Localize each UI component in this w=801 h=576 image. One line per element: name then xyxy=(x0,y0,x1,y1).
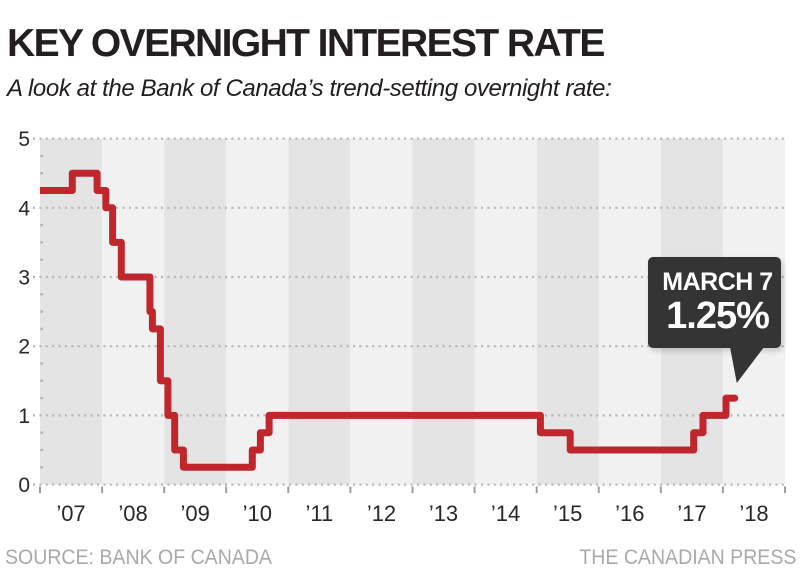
plot-band xyxy=(536,138,599,485)
page-subtitle: A look at the Bank of Canada’s trend-set… xyxy=(7,75,612,102)
minor-tick xyxy=(40,172,43,175)
x-axis-label: ’09 xyxy=(181,501,210,526)
minor-tick xyxy=(40,241,43,244)
y-axis-label: 0 xyxy=(18,474,30,497)
x-axis-label: ’12 xyxy=(367,501,396,526)
x-axis-label: ’07 xyxy=(56,501,85,526)
minor-tick xyxy=(40,448,43,452)
x-axis-label: ’10 xyxy=(243,501,272,526)
x-axis-label: ’08 xyxy=(118,501,147,526)
plot-band xyxy=(40,138,103,485)
minor-tick xyxy=(40,362,43,365)
callout-rate-value: 1.25% xyxy=(666,294,770,337)
page-title: KEY OVERNIGHT INTEREST RATE xyxy=(7,22,605,65)
minor-tick xyxy=(40,293,43,296)
x-axis-label: ’13 xyxy=(429,501,458,526)
plot-band xyxy=(226,138,289,485)
x-axis-label: ’18 xyxy=(739,501,768,526)
y-axis-label: 1 xyxy=(18,405,30,428)
footer-source: SOURCE: BANK OF CANADA xyxy=(5,546,272,569)
minor-tick xyxy=(40,431,43,434)
minor-tick xyxy=(40,258,43,261)
minor-tick xyxy=(40,396,43,400)
minor-tick xyxy=(40,379,43,382)
x-axis-label: ’15 xyxy=(553,501,582,526)
minor-tick xyxy=(40,466,43,469)
x-axis-label: ’11 xyxy=(306,501,334,526)
callout-date-label: MARCH 7 xyxy=(662,268,773,297)
minor-tick xyxy=(40,223,43,227)
minor-tick xyxy=(40,154,43,158)
x-axis-label: ’17 xyxy=(677,501,706,526)
y-axis-label: 2 xyxy=(18,336,30,359)
y-axis-label: 3 xyxy=(18,267,30,290)
x-axis-label: ’16 xyxy=(615,501,644,526)
minor-tick xyxy=(40,327,43,331)
plot-band xyxy=(412,138,475,485)
callout-march7: MARCH 7 1.25% xyxy=(648,257,781,383)
rate-line-end xyxy=(731,394,739,402)
y-axis-label: 4 xyxy=(18,197,30,220)
plot-band xyxy=(288,138,351,485)
rate-line xyxy=(40,169,735,471)
plot-band xyxy=(350,138,413,485)
plot-band xyxy=(474,138,537,485)
footer-credit: THE CANADIAN PRESS xyxy=(578,546,796,569)
minor-tick xyxy=(40,310,43,313)
y-axis-label: 5 xyxy=(18,128,30,151)
x-axis-label: ’14 xyxy=(491,501,520,526)
